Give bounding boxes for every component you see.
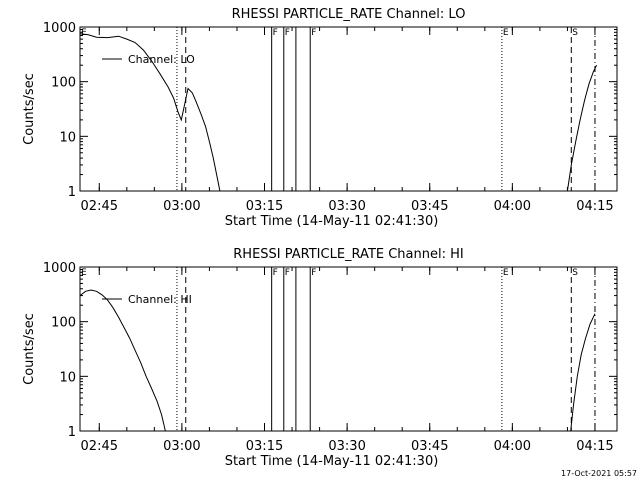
chart-0-marker-label: F: [273, 28, 278, 38]
chart-0-title: RHESSI PARTICLE_RATE Channel: LO: [232, 7, 466, 22]
chart-0-series-line-0: [79, 33, 221, 192]
chart-1-x-tick-label: 04:00: [494, 439, 531, 454]
chart-1-x-tick-label: 03:15: [246, 439, 283, 454]
chart-0-marker-label: F: [311, 28, 316, 38]
chart-1-y-tick-label: 1000: [43, 261, 76, 276]
chart-0-x-tick-label: 03:30: [328, 199, 365, 214]
chart-0-y-tick-label: 10: [59, 130, 76, 145]
chart-0-series-line-0: [566, 64, 598, 192]
chart-1-x-tick-label: 02:45: [81, 439, 118, 454]
chart-1-y-axis-label: Counts/sec: [22, 313, 37, 385]
chart-1-x-tick-label: 03:30: [328, 439, 365, 454]
chart-1-x-tick-label: 04:15: [576, 439, 613, 454]
chart-0-marker-label: F: [285, 28, 290, 38]
chart-1-marker-label: E: [503, 268, 509, 278]
chart-1-marker-label: F: [273, 268, 278, 278]
chart-1-marker-label: F: [285, 268, 290, 278]
chart-1-x-tick-label: 03:45: [411, 439, 448, 454]
chart-0-plot-frame: [79, 26, 618, 192]
chart-1-marker-label: S: [572, 268, 578, 278]
chart-0-y-tick-label: 1: [68, 185, 76, 200]
chart-1-y-tick-label: 1: [68, 425, 76, 440]
chart-0-y-tick-label: 1000: [43, 21, 76, 36]
chart-0-x-tick-label: 03:15: [246, 199, 283, 214]
chart-1-x-tick-label: 03:00: [163, 439, 200, 454]
chart-panel-hi: RHESSI PARTICLE_RATE Channel: HI 1 10 100 10…: [22, 247, 618, 469]
chart-1-y-tick-label: 10: [59, 370, 76, 385]
chart-1-title: RHESSI PARTICLE_RATE Channel: HI: [233, 247, 463, 262]
chart-0-x-tick-label: 02:45: [81, 199, 118, 214]
chart-0-x-tick-label: 04:15: [576, 199, 613, 214]
chart-0-y-tick-label: 100: [51, 76, 76, 91]
chart-1-marker-label: F: [311, 268, 316, 278]
chart-1-series-line-0: [570, 313, 596, 432]
footer-timestamp: 17-Oct-2021 05:57: [561, 469, 637, 478]
chart-1-marker-label: E: [81, 268, 87, 278]
chart-panel-lo: RHESSI PARTICLE_RATE Channel: LO 1 10 100 10…: [22, 7, 618, 229]
chart-0-marker-label: S: [572, 28, 578, 38]
chart-0-legend-label: Channel: LO: [128, 53, 195, 66]
chart-1-series-line-0: [79, 289, 166, 432]
chart-1-plot-frame: [79, 266, 618, 432]
chart-0-marker-label: E: [503, 28, 509, 38]
chart-0-marker-label: E: [81, 28, 87, 38]
chart-0-x-axis-label: Start Time (14-May-11 02:41:30): [225, 214, 439, 229]
chart-0-x-tick-label: 03:45: [411, 199, 448, 214]
chart-0-x-tick-label: 03:00: [163, 199, 200, 214]
chart-1-legend-label: Channel: HI: [128, 293, 192, 306]
chart-1-x-axis-label: Start Time (14-May-11 02:41:30): [225, 454, 439, 469]
chart-0-x-tick-label: 04:00: [494, 199, 531, 214]
chart-1-y-tick-label: 100: [51, 316, 76, 331]
chart-0-y-axis-label: Counts/sec: [22, 73, 37, 145]
